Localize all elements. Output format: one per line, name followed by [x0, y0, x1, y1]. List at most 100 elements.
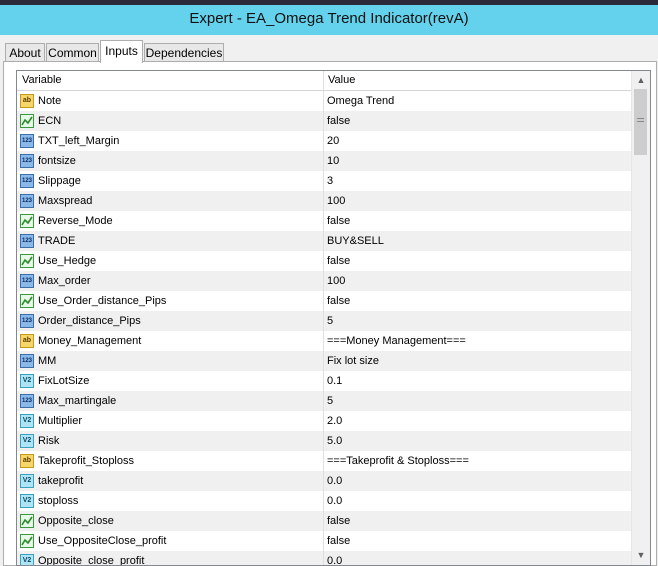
column-separator — [323, 191, 324, 211]
column-header[interactable]: Variable — [22, 74, 62, 86]
column-separator — [323, 411, 324, 431]
variable-value[interactable]: Omega Trend — [327, 95, 395, 107]
grid-row[interactable]: 123 Max_martingale 5 — [17, 391, 631, 411]
grid-row[interactable]: V2 stoploss 0.0 — [17, 491, 631, 511]
column-separator — [323, 391, 324, 411]
variable-value[interactable]: ===Takeprofit & Stoploss=== — [327, 455, 469, 467]
column-separator — [323, 91, 324, 111]
variable-name: Slippage — [38, 175, 81, 187]
grid-row[interactable]: ab Money_Management ===Money Management=== — [17, 331, 631, 351]
variable-value[interactable]: 100 — [327, 275, 346, 287]
grid-row[interactable]: V2 takeprofit 0.0 — [17, 471, 631, 491]
glyph-line — [21, 536, 33, 546]
grid-row[interactable]: 123 Max_order 100 — [17, 271, 631, 291]
variable-name: Opposite_close — [38, 515, 114, 527]
grid-row[interactable]: 123 Slippage 3 — [17, 171, 631, 191]
type-icon: 123 — [20, 154, 34, 168]
tab[interactable]: Common — [46, 43, 99, 62]
scroll-down[interactable]: ▼ — [636, 550, 646, 560]
variable-value[interactable]: false — [327, 255, 351, 267]
glyph-line — [21, 216, 33, 226]
grid-row[interactable]: 123 MM Fix lot size — [17, 351, 631, 371]
variable-value[interactable]: 0.0 — [327, 555, 343, 566]
variable-name: Max_martingale — [38, 395, 117, 407]
grid-row[interactable]: Use_OppositeClose_profit false — [17, 531, 631, 551]
variable-value[interactable]: Fix lot size — [327, 355, 379, 367]
variable-name: TRADE — [38, 235, 76, 247]
variable-value[interactable]: false — [327, 535, 351, 547]
variable-value[interactable]: 0.0 — [327, 475, 343, 487]
grid-row[interactable]: 123 fontsize 10 — [17, 151, 631, 171]
type-icon: 123 — [20, 394, 34, 408]
grid-row[interactable]: Use_Order_distance_Pips false — [17, 291, 631, 311]
variable-value[interactable]: 5 — [327, 395, 334, 407]
variable-value[interactable]: 0.0 — [327, 495, 343, 507]
variable-name: Opposite_close_profit — [38, 555, 145, 566]
column-separator — [323, 471, 324, 491]
column-separator — [323, 311, 324, 331]
grid-row[interactable]: 123 TXT_left_Margin 20 — [17, 131, 631, 151]
variable-value[interactable]: 100 — [327, 195, 346, 207]
column-separator — [323, 551, 324, 565]
variable-name: FixLotSize — [38, 375, 90, 387]
grid-row[interactable]: ECN false — [17, 111, 631, 131]
type-icon: 123 — [20, 194, 34, 208]
type-icon: 123 — [20, 234, 34, 248]
variable-value[interactable]: false — [327, 115, 351, 127]
grid-row[interactable]: V2 Multiplier 2.0 — [17, 411, 631, 431]
grid-row[interactable]: V2 Risk 5.0 — [17, 431, 631, 451]
tab[interactable]: Dependencies — [144, 43, 224, 62]
grid-row[interactable]: 123 Order_distance_Pips 5 — [17, 311, 631, 331]
column-separator — [323, 171, 324, 191]
variable-name: Risk — [38, 435, 60, 447]
column-separator — [323, 131, 324, 151]
grid-row[interactable]: Opposite_close false — [17, 511, 631, 531]
variable-name: MM — [38, 355, 57, 367]
glyph-line — [21, 516, 33, 526]
variable-value[interactable]: false — [327, 515, 351, 527]
variable-value[interactable]: ===Money Management=== — [327, 335, 466, 347]
column-header[interactable]: Value — [328, 74, 356, 86]
variable-name: Maxspread — [38, 195, 93, 207]
variable-value[interactable]: 5.0 — [327, 435, 343, 447]
scrollbar[interactable]: ▲ ▼ — [631, 71, 650, 565]
variable-value[interactable]: 20 — [327, 135, 340, 147]
grid-row[interactable]: 123 TRADE BUY&SELL — [17, 231, 631, 251]
grid-row[interactable]: ab Note Omega Trend — [17, 91, 631, 111]
grid-row[interactable]: ab Takeprofit_Stoploss ===Takeprofit & Sto… — [17, 451, 631, 471]
variable-name: stoploss — [38, 495, 79, 507]
variable-value[interactable]: false — [327, 215, 351, 227]
type-icon: V2 — [20, 434, 34, 448]
column-separator — [323, 231, 324, 251]
variable-value[interactable]: false — [327, 295, 351, 307]
window-title: Expert - EA_Omega Trend Indicator(revA) — [189, 10, 469, 27]
scroll-thumb[interactable] — [634, 89, 647, 155]
variable-name: ECN — [38, 115, 62, 127]
grid-row[interactable]: V2 FixLotSize 0.1 — [17, 371, 631, 391]
grid-rows: ab Note Omega Trend ECN false 123 TXT_left_Mar… — [17, 91, 631, 566]
variable-value[interactable]: 10 — [327, 155, 340, 167]
column-separator — [323, 351, 324, 371]
type-icon: ab — [20, 94, 34, 108]
type-icon: 123 — [20, 274, 34, 288]
grid-row[interactable]: 123 Maxspread 100 — [17, 191, 631, 211]
grid-row[interactable]: Use_Hedge false — [17, 251, 631, 271]
variable-name: Use_Order_distance_Pips — [38, 295, 167, 307]
grid-row[interactable]: V2 Opposite_close_profit 0.0 — [17, 551, 631, 566]
variable-value[interactable]: 0.1 — [327, 375, 343, 387]
glyph-line — [21, 256, 33, 266]
tab[interactable]: About — [5, 43, 45, 62]
variable-value[interactable]: 5 — [327, 315, 334, 327]
type-icon: V2 — [20, 554, 34, 565]
tab-selected[interactable]: Inputs — [100, 40, 143, 63]
variable-value[interactable]: 2.0 — [327, 415, 343, 427]
type-icon — [20, 514, 34, 528]
column-separator — [323, 271, 324, 291]
scroll-up[interactable]: ▲ — [636, 75, 646, 85]
glyph-line — [21, 116, 33, 126]
grid-row[interactable]: Reverse_Mode false — [17, 211, 631, 231]
variable-value[interactable]: BUY&SELL — [327, 235, 384, 247]
column-separator — [323, 251, 324, 271]
variable-value[interactable]: 3 — [327, 175, 334, 187]
